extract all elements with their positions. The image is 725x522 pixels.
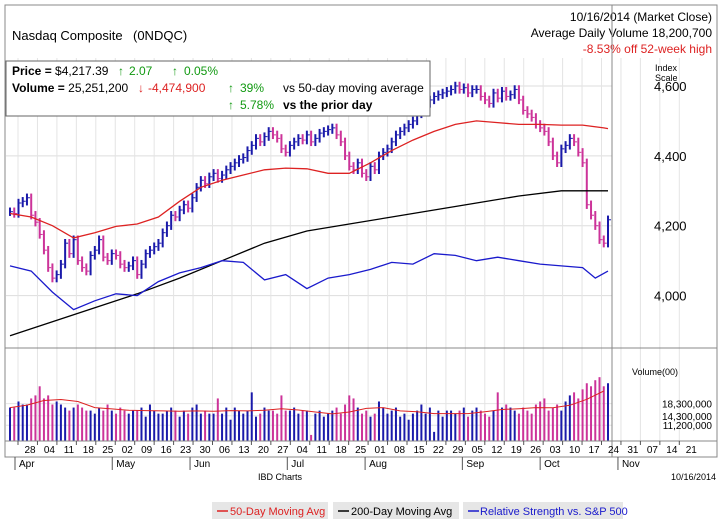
x-day-tick-label: 06 (219, 445, 231, 456)
x-month-label: Aug (369, 459, 387, 470)
chart-legend: 50-Day Moving Avg 200-Day Moving Avg Rel… (212, 502, 628, 519)
chart-date: 10/16/2014 (Market Close) (570, 10, 712, 24)
x-day-tick-label: 27 (277, 445, 289, 456)
price-tick-label: 4,200 (654, 219, 687, 234)
volume-change-arrow-icon: ↓ (138, 81, 144, 95)
x-day-tick-label: 24 (608, 445, 620, 456)
ma50-line (9, 120, 609, 239)
x-day-tick-label: 26 (530, 445, 542, 456)
volume-label: Volume = 25,251,200 (12, 81, 129, 95)
price-axis-label: Index (655, 63, 678, 73)
legend-item-ma200-bg (333, 502, 459, 519)
prior-pct-arrow-icon: ↑ (228, 98, 234, 112)
x-day-tick-label: 09 (141, 445, 153, 456)
price-tick-label: 4,600 (654, 79, 687, 94)
volume-change: -4,474,900 (148, 81, 206, 95)
x-day-tick-label: 23 (180, 445, 192, 456)
volume-tick-label: 14,300,000 (662, 412, 712, 423)
volume-plot (9, 377, 609, 441)
price-tick-label: 4,400 (654, 149, 687, 164)
x-month-label: Apr (19, 459, 35, 470)
x-day-tick-label: 19 (511, 445, 523, 456)
price-change-pct-arrow-icon: ↑ (172, 64, 178, 78)
avg-volume: Average Daily Volume 18,200,700 (531, 26, 713, 40)
ma200-line (9, 190, 608, 337)
x-day-tick-label: 02 (122, 445, 134, 456)
x-day-tick-label: 22 (433, 445, 445, 456)
volume-tick-label: 18,300,000 (662, 400, 712, 411)
off-high: -8.53% off 52-week high (583, 42, 712, 56)
x-day-tick-label: 17 (588, 445, 600, 456)
volume-axis-label: Volume(00) (632, 367, 678, 377)
volume-average-line (9, 390, 605, 415)
x-day-tick-label: 11 (317, 445, 328, 456)
rs-line (9, 253, 609, 311)
x-day-tick-label: 21 (686, 445, 698, 456)
x-day-tick-label: 01 (375, 445, 387, 456)
price-label: Price = $4,217.39 (12, 64, 109, 78)
chart-title: Nasdaq Composite (12, 28, 123, 43)
legend-label-ma200: 200-Day Moving Avg (351, 506, 452, 518)
x-day-tick-label: 10 (569, 445, 581, 456)
x-day-tick-label: 08 (394, 445, 406, 456)
x-day-tick-label: 05 (472, 445, 484, 456)
info-box (5, 60, 431, 117)
chart-symbol: (0NDQC) (133, 28, 187, 43)
x-month-label: Oct (544, 459, 560, 470)
ma-pct-arrow-icon: ↑ (228, 81, 234, 95)
x-day-tick-label: 15 (413, 445, 425, 456)
price-change: 2.07 (129, 64, 153, 78)
price-tick-label: 4,000 (654, 289, 687, 304)
x-day-tick-label: 18 (83, 445, 95, 456)
x-day-tick-label: 20 (258, 445, 270, 456)
prior-pct: 5.78% (240, 98, 274, 112)
x-day-tick-label: 12 (491, 445, 503, 456)
x-day-tick-label: 04 (297, 445, 309, 456)
x-day-tick-label: 18 (336, 445, 348, 456)
prior-text: vs the prior day (283, 98, 373, 112)
price-change-arrow-icon: ↑ (118, 64, 124, 78)
x-day-tick-label: 07 (647, 445, 659, 456)
x-day-tick-label: 11 (64, 445, 75, 456)
legend-label-ma50: 50-Day Moving Avg (230, 506, 325, 518)
footer-source: IBD Charts (258, 472, 303, 482)
legend-item-rs-bg (463, 502, 623, 519)
x-day-tick-label: 03 (550, 445, 562, 456)
x-month-label: Jun (194, 459, 210, 470)
legend-label-rs: Relative Strength vs. S&P 500 (480, 506, 628, 518)
price-plot (9, 81, 611, 337)
price-axis-label: Scale (655, 73, 678, 83)
legend-item-ma50-bg (212, 502, 328, 519)
price-change-pct: 0.05% (184, 64, 218, 78)
footer-date: 10/16/2014 (671, 472, 716, 482)
x-day-tick-label: 14 (666, 445, 678, 456)
x-day-tick-label: 13 (238, 445, 250, 456)
ma-pct: 39% (240, 81, 264, 95)
x-day-tick-label: 30 (199, 445, 211, 456)
x-month-label: May (116, 459, 135, 470)
ma-text: vs 50-day moving average (283, 81, 424, 95)
x-day-tick-label: 31 (627, 445, 639, 456)
x-month-label: Nov (622, 459, 640, 470)
x-day-tick-label: 28 (24, 445, 36, 456)
x-day-tick-label: 25 (355, 445, 367, 456)
x-day-tick-label: 16 (161, 445, 173, 456)
x-month-label: Sep (466, 459, 484, 470)
x-day-tick-label: 29 (452, 445, 464, 456)
x-month-label: Jul (291, 459, 304, 470)
x-day-tick-label: 25 (102, 445, 114, 456)
volume-tick-label: 11,200,000 (663, 421, 713, 432)
x-day-tick-label: 04 (44, 445, 56, 456)
